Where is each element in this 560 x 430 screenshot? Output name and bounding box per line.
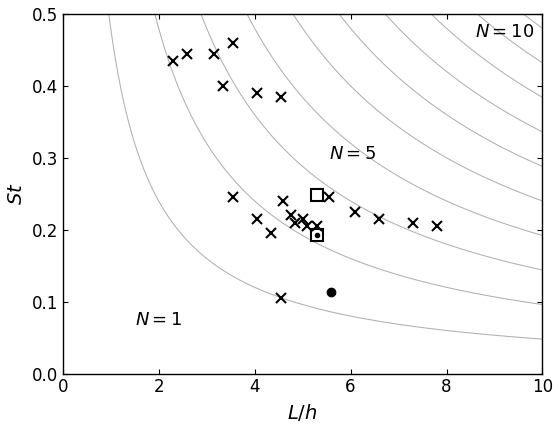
- Text: $N = 1$: $N = 1$: [135, 311, 182, 329]
- Y-axis label: $St$: $St$: [7, 182, 26, 205]
- X-axis label: $L/h$: $L/h$: [287, 402, 318, 423]
- Text: $N = 5$: $N = 5$: [329, 145, 376, 163]
- Text: $N = 10$: $N = 10$: [475, 23, 534, 41]
